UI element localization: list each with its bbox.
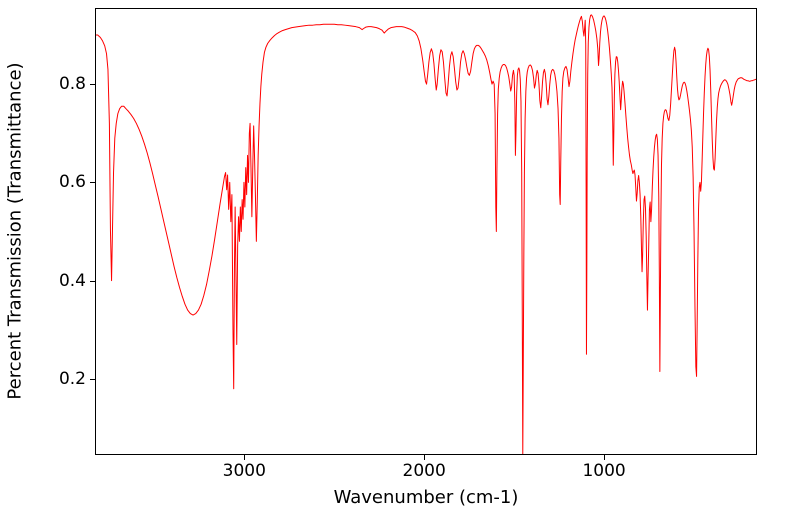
x-tick-label: 3000 xyxy=(222,461,266,481)
y-tick-label: 0.4 xyxy=(58,270,86,291)
y-tick-label: 0.6 xyxy=(58,172,86,193)
y-tick-label: 0.8 xyxy=(58,74,86,95)
y-tick-label: 0.2 xyxy=(58,368,86,389)
y-axis-label: Percent Transmission (Transmittance) xyxy=(4,62,26,400)
x-axis-label: Wavenumber (cm-1) xyxy=(333,487,519,508)
spectrum-line xyxy=(95,14,757,455)
x-tick-label: 2000 xyxy=(402,461,446,481)
x-tick-label: 1000 xyxy=(582,461,626,481)
plot-border xyxy=(95,8,757,455)
